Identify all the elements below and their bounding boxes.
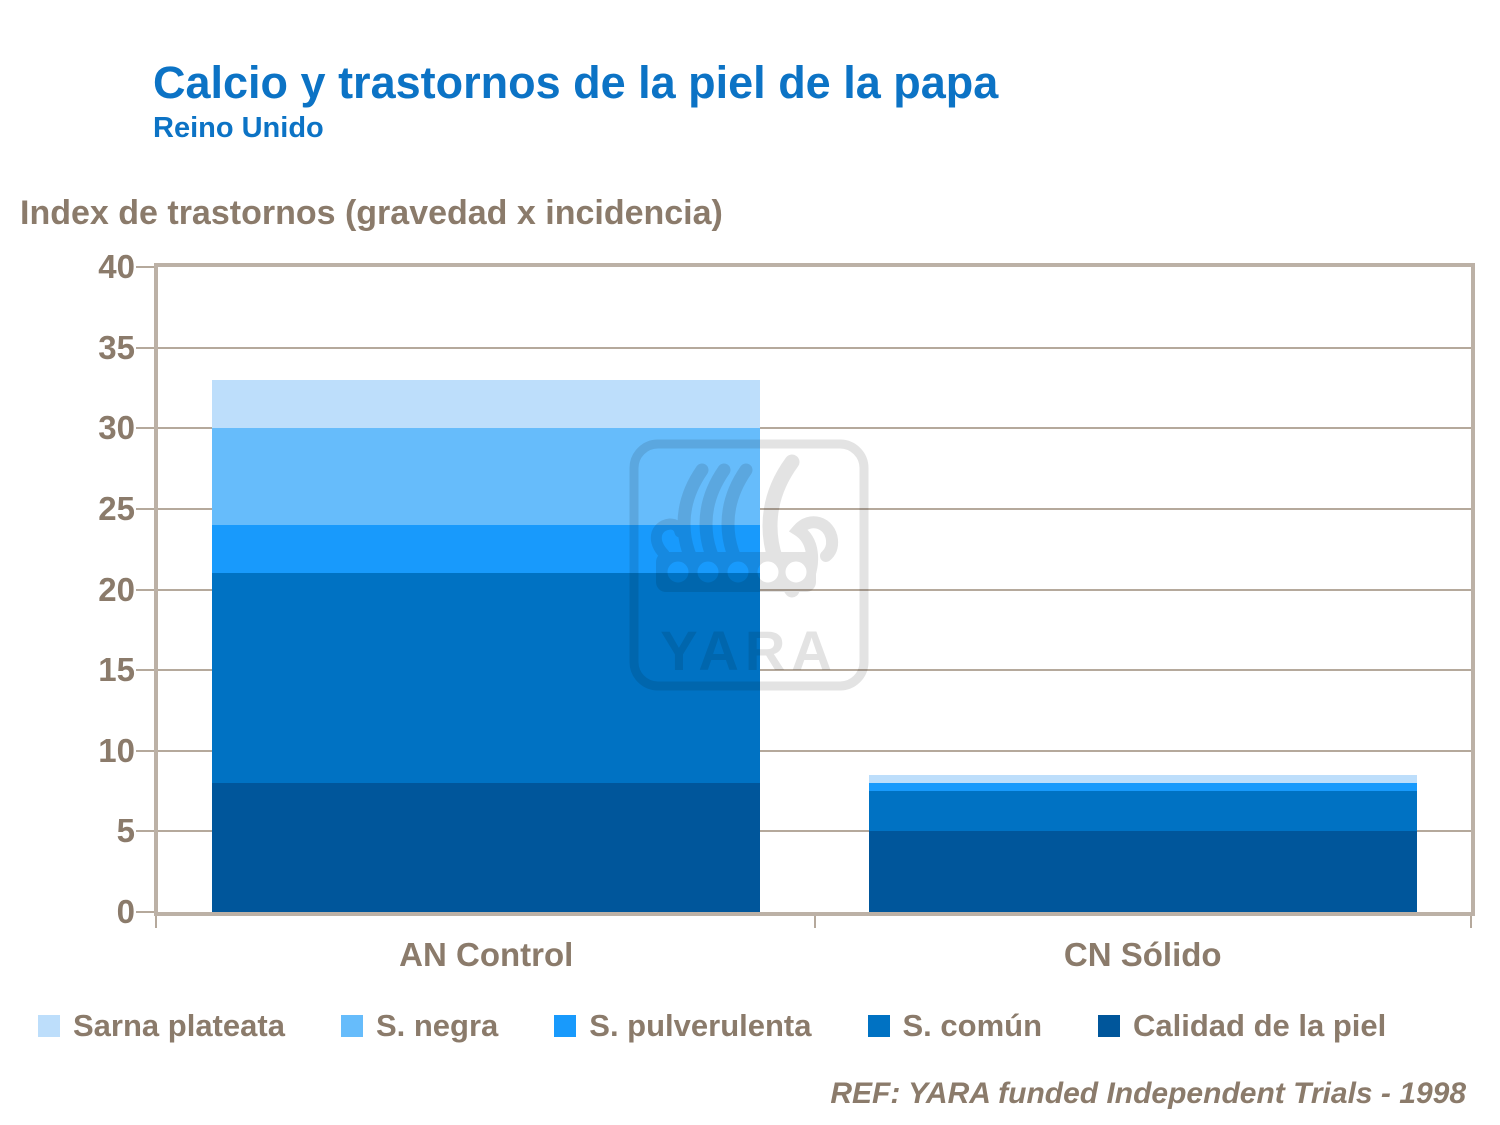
bar-segment	[212, 525, 761, 574]
stacked-bar-an-control	[212, 379, 761, 912]
bar-segment	[868, 783, 1417, 792]
page-title: Calcio y trastornos de la piel de la pap…	[153, 57, 999, 108]
legend-label: S. pulverulenta	[589, 1008, 812, 1043]
x-axis-tick	[813, 916, 816, 928]
gridline	[158, 427, 1471, 430]
bar-segment	[212, 783, 761, 912]
legend-swatch	[340, 1015, 363, 1037]
bar-segment	[868, 774, 1417, 783]
y-axis-tick-label: 15	[98, 651, 135, 689]
legend-swatch	[867, 1015, 890, 1037]
gridline	[158, 346, 1471, 349]
gridline	[158, 830, 1471, 833]
plot-area	[154, 263, 1475, 916]
y-axis-tick	[136, 588, 154, 591]
legend-label: Sarna plateata	[73, 1008, 285, 1043]
legend-item: S. pulverulenta	[554, 1008, 812, 1044]
x-axis-tick	[1470, 916, 1472, 928]
y-axis-tick-label: 10	[98, 731, 135, 769]
y-axis-tick-label: 0	[116, 893, 135, 930]
y-axis-tick	[136, 266, 154, 268]
bar-segment	[212, 428, 761, 525]
x-axis-label: CN Sólido	[1063, 936, 1222, 973]
y-axis-title: Index de trastornos (gravedad x incidenc…	[20, 194, 723, 232]
gridline	[158, 749, 1471, 752]
stacked-bar-cn-s-lido	[868, 774, 1417, 912]
page-subtitle: Reino Unido	[153, 112, 324, 144]
legend: Sarna plateata S. negra S. pulverulenta S. …	[38, 1008, 1386, 1044]
x-axis-label: AN Control	[399, 936, 574, 973]
legend-item: S. negra	[340, 1008, 499, 1044]
reference-note: REF: YARA funded Independent Trials - 19…	[830, 1077, 1466, 1110]
y-axis-tick-label: 25	[98, 489, 135, 527]
legend-label: S. negra	[375, 1008, 499, 1043]
legend-swatch	[554, 1015, 577, 1037]
y-axis-tick	[136, 507, 154, 510]
y-axis-tick-label: 35	[98, 328, 135, 366]
bar-segment	[212, 379, 761, 429]
y-axis-tick-label: 5	[116, 812, 135, 850]
bar-segment	[212, 573, 761, 783]
y-axis-tick	[136, 346, 154, 349]
y-axis-tick-label: 30	[98, 409, 135, 447]
x-axis-tick	[155, 916, 157, 928]
legend-swatch	[38, 1015, 60, 1037]
y-axis-tick	[136, 911, 154, 913]
legend-item: Calidad de la piel	[1098, 1008, 1386, 1044]
y-axis-tick	[136, 669, 154, 672]
y-axis-tick	[136, 749, 154, 752]
legend-label: Calidad de la piel	[1133, 1008, 1387, 1043]
y-axis-tick	[136, 427, 154, 430]
y-axis-tick-label: 40	[98, 248, 135, 285]
y-axis-tick	[136, 830, 154, 833]
bar-segment	[868, 791, 1417, 832]
legend-item: S. común	[867, 1008, 1043, 1044]
legend-swatch	[1098, 1015, 1121, 1037]
y-axis-tick-label: 20	[98, 570, 135, 608]
legend-item: Sarna plateata	[38, 1008, 285, 1044]
legend-label: S. común	[902, 1008, 1043, 1043]
bar-segment	[868, 831, 1417, 912]
